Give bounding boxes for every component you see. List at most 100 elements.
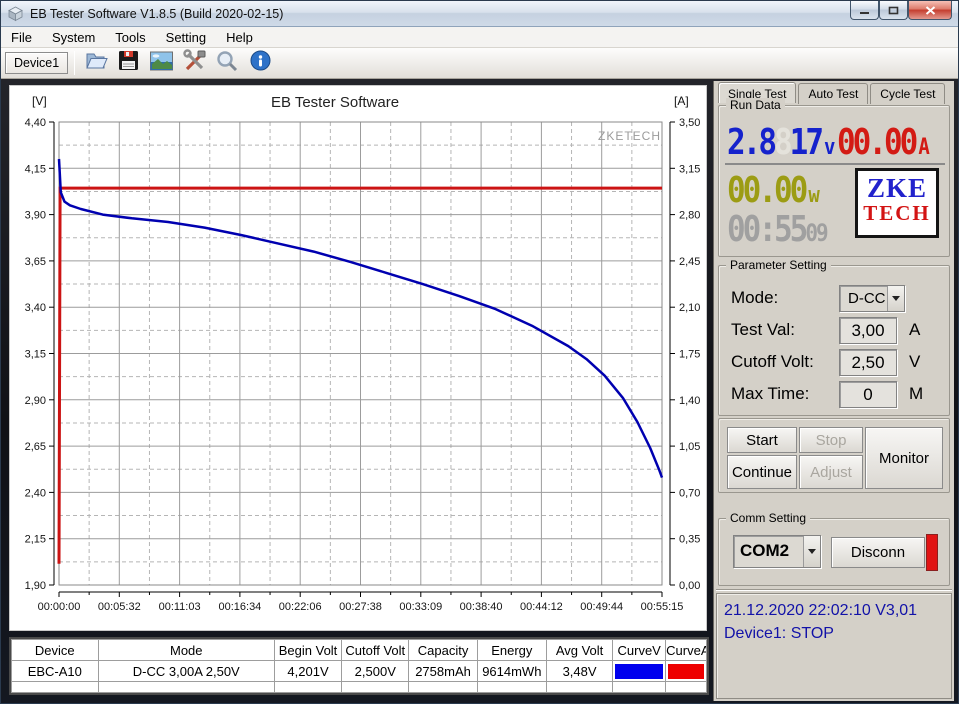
time-display: 00:5509: [727, 209, 827, 250]
zketech-watermark: ZKETECH: [598, 129, 661, 143]
cell-mode: D-CC 3,00A 2,50V: [98, 661, 274, 682]
cutoff-volt-unit: V: [909, 352, 920, 372]
window-title: EB Tester Software V1.8.5 (Build 2020-02…: [30, 7, 283, 21]
connection-status-indicator: [926, 534, 938, 571]
col-capacity: Capacity: [409, 640, 477, 661]
max-time-input[interactable]: 0: [839, 381, 897, 408]
cell-energy: 9614mWh: [477, 661, 546, 682]
svg-text:1,75: 1,75: [679, 349, 700, 361]
chart-panel: [V] EB Tester Software [A] ZKETECH 4,404…: [9, 85, 707, 631]
svg-text:3,65: 3,65: [25, 256, 46, 268]
current-axis-unit: [A]: [674, 94, 689, 108]
svg-text:2,90: 2,90: [25, 395, 46, 407]
svg-text:2,45: 2,45: [679, 256, 700, 268]
mode-dropdown-button[interactable]: [887, 286, 904, 311]
client-area: [V] EB Tester Software [A] ZKETECH 4,404…: [1, 79, 959, 704]
mode-dropdown[interactable]: D-CC: [839, 285, 905, 312]
cutoff-volt-input[interactable]: 2,50: [839, 349, 897, 376]
svg-text:2,80: 2,80: [679, 210, 700, 222]
menubar: File System Tools Setting Help: [1, 27, 959, 48]
continue-button[interactable]: Continue: [727, 455, 797, 489]
control-buttons-group: Start Stop Monitor Continue Adjust: [718, 418, 950, 493]
tab-cycle-test[interactable]: Cycle Test: [870, 83, 945, 104]
svg-text:0,35: 0,35: [679, 534, 700, 546]
device-tab[interactable]: Device1: [5, 52, 68, 74]
cell-curve-v[interactable]: [613, 661, 666, 682]
open-file-button[interactable]: [81, 50, 109, 77]
curve-v-swatch: [615, 664, 663, 679]
start-button[interactable]: Start: [727, 427, 797, 453]
menu-system[interactable]: System: [42, 28, 105, 47]
svg-text:4,40: 4,40: [25, 117, 46, 129]
svg-text:00:05:32: 00:05:32: [98, 601, 141, 613]
svg-text:00:49:44: 00:49:44: [580, 601, 623, 613]
col-avg-volt: Avg Volt: [546, 640, 612, 661]
monitor-button[interactable]: Monitor: [865, 427, 943, 489]
chevron-down-icon: [892, 296, 900, 301]
col-begin-volt: Begin Volt: [274, 640, 341, 661]
mode-label: Mode:: [731, 288, 778, 308]
comm-setting-label: Comm Setting: [726, 511, 810, 525]
right-panel: Single Test Auto Test Cycle Test Run Dat…: [713, 81, 954, 701]
cell-begin-volt: 4,201V: [274, 661, 341, 682]
svg-text:3,15: 3,15: [679, 163, 700, 175]
menu-tools[interactable]: Tools: [105, 28, 155, 47]
svg-text:00:16:34: 00:16:34: [218, 601, 261, 613]
cell-device: EBC-A10: [12, 661, 99, 682]
adjust-button: Adjust: [799, 455, 863, 489]
chevron-down-icon: [808, 549, 816, 554]
svg-text:2,10: 2,10: [679, 302, 700, 314]
minimize-button[interactable]: [850, 1, 879, 20]
curve-a-swatch: [668, 664, 704, 679]
svg-text:00:11:03: 00:11:03: [159, 601, 201, 613]
svg-text:1,40: 1,40: [679, 395, 700, 407]
max-time-label: Max Time:: [731, 384, 809, 404]
svg-text:00:00:00: 00:00:00: [38, 601, 81, 613]
svg-text:00:27:38: 00:27:38: [339, 601, 382, 613]
app-cube-icon: [7, 5, 24, 22]
cell-capacity: 2758mAh: [409, 661, 477, 682]
magnifier-icon: [215, 49, 239, 78]
result-table-panel: Device Mode Begin Volt Cutoff Volt Capac…: [9, 637, 709, 695]
run-data-group: Run Data 2.8817v 00.00A 00.00w 00:5509 Z…: [718, 105, 950, 257]
menu-file[interactable]: File: [1, 28, 42, 47]
save-button[interactable]: [114, 50, 142, 77]
svg-text:3,40: 3,40: [25, 302, 46, 314]
about-button[interactable]: [246, 50, 274, 77]
test-val-input[interactable]: 3,00: [839, 317, 897, 344]
svg-text:3,15: 3,15: [25, 349, 46, 361]
svg-text:2,40: 2,40: [25, 487, 46, 499]
export-image-button[interactable]: [147, 50, 175, 77]
menu-setting[interactable]: Setting: [156, 28, 216, 47]
disconnect-button[interactable]: Disconn: [831, 537, 925, 568]
svg-text:2,65: 2,65: [25, 441, 46, 453]
com-port-value: COM2: [734, 536, 803, 567]
info-icon: [249, 49, 272, 77]
close-button[interactable]: [908, 1, 952, 20]
menu-help[interactable]: Help: [216, 28, 263, 47]
titlebar: EB Tester Software V1.8.5 (Build 2020-02…: [1, 1, 959, 27]
parameter-setting-label: Parameter Setting: [726, 258, 831, 272]
cell-curve-a[interactable]: [666, 661, 707, 682]
app-window: EB Tester Software V1.8.5 (Build 2020-02…: [0, 0, 959, 704]
toolbar-separator: [74, 51, 75, 75]
maximize-button[interactable]: [879, 1, 908, 20]
result-table: Device Mode Begin Volt Cutoff Volt Capac…: [11, 639, 707, 693]
toolbar: Device1: [1, 48, 959, 79]
test-val-row: Test Val: 3,00 A: [719, 316, 949, 346]
col-mode: Mode: [98, 640, 274, 661]
tools-icon: [182, 49, 207, 78]
settings-tools-button[interactable]: [180, 50, 208, 77]
com-port-dropdown[interactable]: COM2: [733, 535, 821, 568]
mode-row: Mode: D-CC: [719, 284, 949, 314]
svg-text:0,00: 0,00: [679, 580, 700, 592]
zoom-button[interactable]: [213, 50, 241, 77]
zke-tech-logo: ZKE TECH: [855, 168, 939, 238]
svg-text:3,90: 3,90: [25, 210, 46, 222]
com-dropdown-button[interactable]: [803, 536, 820, 567]
tab-auto-test[interactable]: Auto Test: [798, 83, 868, 104]
col-energy: Energy: [477, 640, 546, 661]
picture-icon: [149, 50, 174, 77]
svg-text:00:22:06: 00:22:06: [279, 601, 322, 613]
table-header-row: Device Mode Begin Volt Cutoff Volt Capac…: [12, 640, 707, 661]
